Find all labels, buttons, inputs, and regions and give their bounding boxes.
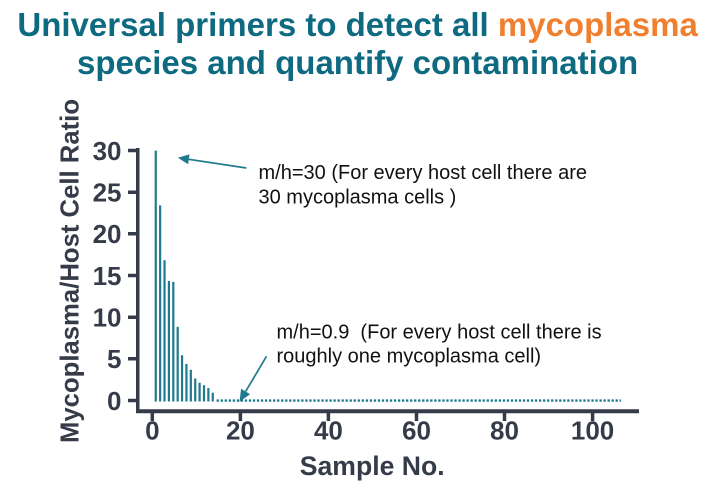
svg-text:Sample No.: Sample No. [300,451,445,481]
svg-text:15: 15 [93,261,122,291]
svg-text:m/h=0.9 (For every host cell: m/h=0.9 (For every host cell there is [277,321,602,343]
svg-text:0: 0 [145,416,159,446]
svg-text:20: 20 [93,219,122,249]
svg-text:25: 25 [93,178,122,208]
svg-text:Mycoplasma/Host Cell Ratio: Mycoplasma/Host Cell Ratio [57,99,85,443]
svg-text:100: 100 [571,416,614,446]
svg-text:10: 10 [93,303,122,333]
svg-text:30: 30 [93,136,122,166]
svg-text:species and quantify contamina: species and quantify contamination [77,44,638,81]
svg-text:0: 0 [107,386,121,416]
svg-text:60: 60 [402,416,431,446]
svg-text:40: 40 [314,416,343,446]
svg-text:20: 20 [226,416,255,446]
svg-text:30 mycoplasma cells ): 30 mycoplasma cells ) [259,187,457,209]
svg-text:m/h=30 (For every host cell th: m/h=30 (For every host cell there are [259,162,587,184]
svg-text:Universal primers to detect al: Universal primers to detect all mycoplas… [17,6,698,43]
svg-text:5: 5 [107,344,121,374]
svg-text:roughly one mycoplasma cell): roughly one mycoplasma cell) [277,345,542,367]
svg-text:80: 80 [490,416,519,446]
